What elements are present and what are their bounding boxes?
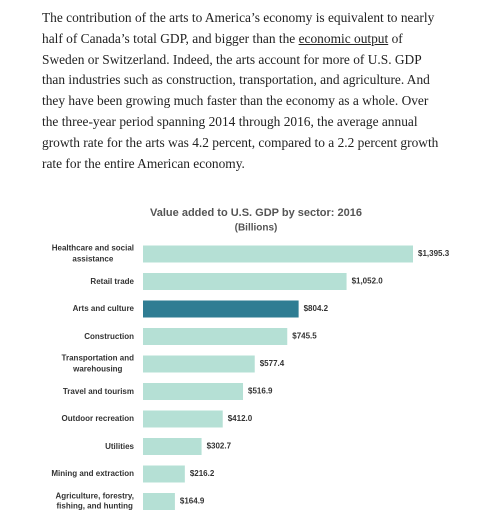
value-label: $516.9 — [248, 387, 273, 396]
category-label: Arts and culture — [72, 303, 134, 313]
category-label: Agriculture, forestry, fishing, and hunt… — [55, 491, 134, 511]
paragraph: The contribution of the arts to America’… — [42, 8, 444, 174]
bar — [143, 465, 185, 483]
category-label: Construction — [84, 331, 134, 341]
link[interactable]: economic output — [298, 30, 389, 46]
category-label: Travel and tourism — [62, 386, 134, 396]
category-label: Healthcare and social assistance — [51, 243, 134, 264]
value-label: $164.9 — [180, 497, 205, 506]
category-label: Utilities — [105, 441, 134, 451]
value-label: $577.4 — [260, 359, 285, 368]
value-label: $302.7 — [207, 442, 232, 451]
value-label: $804.2 — [304, 304, 329, 313]
value-label: $216.2 — [190, 469, 215, 478]
category-label: Outdoor recreation — [61, 413, 134, 423]
category-label: Mining and extraction — [51, 468, 134, 478]
bar — [143, 438, 202, 455]
bar — [143, 273, 347, 290]
value-label: $1,395.3 — [418, 249, 450, 258]
category-label: Transportation and warehousing — [61, 353, 134, 374]
bar — [143, 493, 175, 510]
text: of Sweden or Switzerland. Indeed, the ar… — [42, 30, 439, 171]
category-label: Retail trade — [90, 276, 134, 286]
bar — [143, 355, 255, 373]
value-label: $412.0 — [228, 414, 253, 423]
chart-title: Value added to U.S. GDP by sector: 2016 — [150, 207, 362, 219]
bar — [143, 300, 299, 318]
chart-subtitle: (Billions) — [235, 223, 278, 234]
bar — [143, 328, 288, 345]
value-label: $1,052.0 — [352, 277, 384, 286]
text: The contribution of the arts to America’… — [42, 10, 435, 46]
value-label: $745.5 — [292, 332, 317, 341]
bar — [143, 245, 413, 263]
bar — [143, 383, 244, 400]
bar — [143, 410, 223, 428]
